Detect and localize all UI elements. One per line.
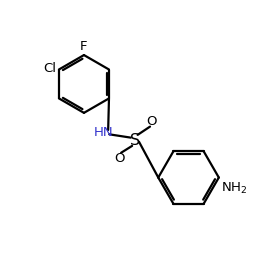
Text: NH$_2$: NH$_2$ bbox=[221, 181, 247, 196]
Text: Cl: Cl bbox=[44, 63, 57, 75]
Text: O: O bbox=[115, 152, 125, 165]
Text: HN: HN bbox=[93, 126, 113, 139]
Text: F: F bbox=[80, 40, 88, 53]
Text: S: S bbox=[130, 133, 140, 148]
Text: O: O bbox=[146, 115, 157, 128]
